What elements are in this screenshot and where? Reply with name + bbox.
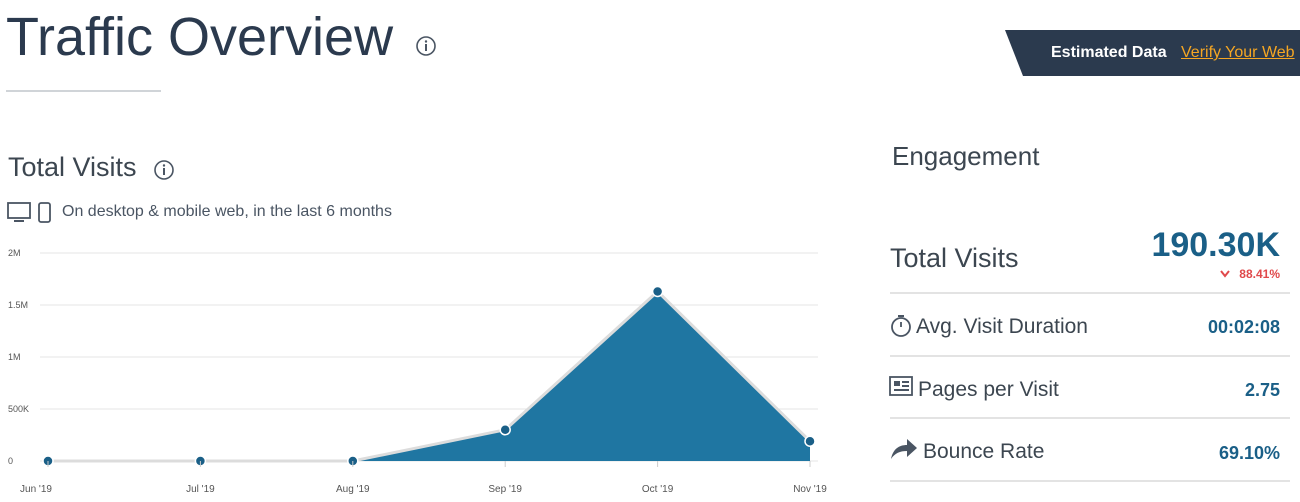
banner xyxy=(1005,30,1300,76)
total-label: Total Visits xyxy=(890,243,1019,273)
x-tick-label: Jul '19 xyxy=(186,484,215,495)
x-tick-label: Jun '19 xyxy=(20,484,52,495)
metric-value: 00:02:08 xyxy=(1207,317,1280,337)
down-chevron xyxy=(1220,270,1230,278)
y-tick-label: 1M xyxy=(8,352,21,362)
info-icon[interactable] xyxy=(153,159,175,181)
total-value: 190.30K xyxy=(1151,226,1280,264)
banner-text: Estimated Data xyxy=(1051,44,1167,61)
section-title: Total Visits xyxy=(8,152,137,182)
metric-label: Bounce Rate xyxy=(923,440,1045,463)
y-tick-label: 500K xyxy=(8,404,29,414)
timer-icon xyxy=(891,315,911,337)
y-tick-label: 1.5M xyxy=(8,300,28,310)
point xyxy=(499,424,511,436)
separator xyxy=(890,355,1290,357)
y-tick-label: 2M xyxy=(8,248,21,258)
pages-icon xyxy=(889,376,913,396)
device-icons xyxy=(7,202,51,223)
metric-value: 2.75 xyxy=(1244,380,1280,400)
engagement-title: Engagement xyxy=(892,141,1040,171)
separator xyxy=(890,417,1290,419)
metric-label: Avg. Visit Duration xyxy=(916,315,1088,338)
info-icon[interactable] xyxy=(415,35,437,57)
point xyxy=(651,285,664,298)
chart: 0 500K 1M 1.5M 2M Jun '19 Jul '19 Aug '19 Sep '1… xyxy=(8,248,827,495)
section-subtitle: On desktop & mobile web, in the last 6 m… xyxy=(62,203,392,220)
page-title: Traffic Overview xyxy=(6,7,394,67)
bounce-icon xyxy=(891,439,917,459)
area xyxy=(48,291,810,461)
title-underline xyxy=(6,90,161,92)
metric-label: Pages per Visit xyxy=(918,378,1059,401)
total-change: 88.41% xyxy=(1239,267,1280,281)
metric-value: 69.10% xyxy=(1218,443,1280,463)
line xyxy=(48,289,812,463)
separator xyxy=(890,292,1290,294)
separator xyxy=(890,480,1290,482)
point xyxy=(804,435,816,447)
verify-link[interactable]: Verify Your Web xyxy=(1181,44,1295,61)
x-tick-label: Sep '19 xyxy=(488,484,522,495)
x-tick-label: Aug '19 xyxy=(336,484,370,495)
x-tick-label: Oct '19 xyxy=(642,484,674,495)
y-tick-label: 0 xyxy=(8,456,13,466)
x-tick-label: Nov '19 xyxy=(793,484,827,495)
